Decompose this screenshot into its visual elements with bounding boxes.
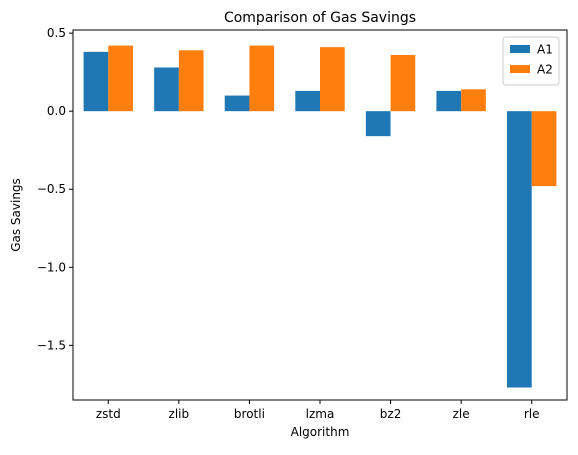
y-tick-label: −1.0: [37, 260, 66, 274]
x-tick-label-zlib: zlib: [169, 407, 190, 421]
bar-a2-lzma: [320, 47, 345, 112]
x-axis-label: Algorithm: [291, 425, 350, 439]
bar-a2-rle: [531, 111, 557, 187]
y-tick-label: 0.5: [47, 26, 66, 40]
y-tick-label: 0.0: [47, 104, 66, 118]
bar-a1-rle: [507, 111, 532, 388]
legend-swatch-a1: [510, 45, 530, 53]
bars-group: [83, 45, 557, 388]
bar-a1-lzma: [295, 90, 320, 112]
bar-a1-zstd: [83, 51, 109, 112]
x-tick-label-rle: rle: [524, 407, 540, 421]
bar-a2-brotli: [249, 45, 275, 112]
bar-a1-bz2: [365, 111, 391, 137]
bar-a1-brotli: [224, 95, 250, 112]
x-axis: zstd zlib brotli lzma bz2 zle rle: [96, 400, 540, 421]
chart-title: Comparison of Gas Savings: [224, 10, 416, 26]
bar-a2-zstd: [108, 45, 133, 112]
x-tick-label-zstd: zstd: [96, 407, 121, 421]
x-tick-label-brotli: brotli: [234, 407, 265, 421]
x-tick-label-zle: zle: [453, 407, 470, 421]
bar-a1-zle: [436, 90, 462, 112]
legend-label-a2: A2: [537, 63, 553, 77]
bar-a2-zle: [461, 89, 486, 112]
y-axis: 0.5 0.0 −0.5 −1.0 −1.5: [37, 26, 73, 352]
x-tick-label-bz2: bz2: [380, 407, 402, 421]
x-tick-label-lzma: lzma: [306, 407, 335, 421]
bar-a2-bz2: [390, 54, 416, 112]
bar-a2-zlib: [178, 50, 204, 112]
legend-swatch-a2: [510, 65, 530, 73]
y-axis-label: Gas Savings: [9, 178, 23, 252]
legend-label-a1: A1: [537, 43, 553, 57]
y-tick-label: −1.5: [37, 338, 66, 352]
y-tick-label: −0.5: [37, 182, 66, 196]
plot-frame: [72, 29, 568, 401]
bar-a1-zlib: [154, 67, 179, 112]
